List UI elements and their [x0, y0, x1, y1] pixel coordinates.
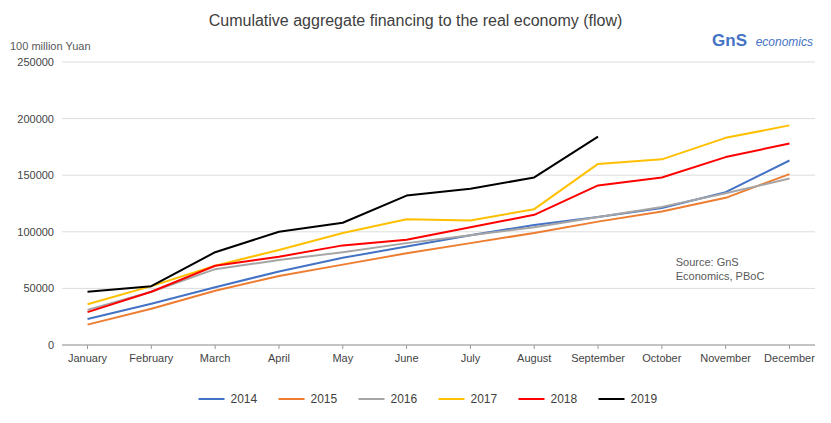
grid-line — [62, 62, 815, 63]
logo-mark: GnS — [712, 31, 747, 50]
y-tick-label: 250000 — [17, 56, 54, 68]
x-tick — [725, 345, 726, 349]
x-tick-label: July — [461, 352, 481, 364]
legend-label: 2017 — [471, 392, 498, 406]
legend-label: 2014 — [231, 392, 258, 406]
legend-swatch — [279, 398, 305, 400]
x-tick — [470, 345, 471, 349]
x-tick-label: January — [68, 352, 108, 364]
logo-text: economics — [756, 35, 813, 49]
x-tick-label: June — [395, 352, 419, 364]
y-tick-label: 0 — [48, 339, 54, 351]
series-line — [88, 137, 599, 292]
lines — [88, 125, 790, 324]
x-tick-label: December — [764, 352, 815, 364]
series-line — [88, 125, 790, 304]
legend-swatch — [519, 398, 545, 400]
grid-line — [62, 118, 815, 119]
x-tick-label: March — [200, 352, 231, 364]
legend-swatch — [199, 398, 225, 400]
legend-swatch — [599, 398, 625, 400]
grid-line — [62, 288, 815, 289]
x-axis-line — [62, 345, 815, 346]
legend-label: 2018 — [551, 392, 578, 406]
y-tick-label: 150000 — [17, 169, 54, 181]
y-tick-label: 100000 — [17, 226, 54, 238]
x-tick-label: May — [332, 352, 353, 364]
series-line — [88, 174, 790, 325]
x-tick-label: November — [700, 352, 751, 364]
x-tick — [342, 345, 343, 349]
x-tick — [215, 345, 216, 349]
x-tick-label: August — [517, 352, 551, 364]
series-line — [88, 160, 790, 318]
legend-label: 2016 — [391, 392, 418, 406]
grid-line — [62, 231, 815, 232]
legend-label: 2015 — [311, 392, 338, 406]
legend-label: 2019 — [631, 392, 658, 406]
x-tick — [87, 345, 88, 349]
x-tick — [534, 345, 535, 349]
grid-line — [62, 345, 815, 346]
x-tick — [598, 345, 599, 349]
x-tick-label: February — [129, 352, 174, 364]
legend-swatch — [359, 398, 385, 400]
source-line: Source: GnS — [676, 256, 739, 268]
x-tick — [406, 345, 407, 349]
x-tick-label: April — [268, 352, 290, 364]
y-grid — [62, 62, 815, 345]
series-line — [88, 144, 790, 313]
x-tick-label: October — [642, 352, 681, 364]
y-tick-label: 200000 — [17, 113, 54, 125]
x-tick — [151, 345, 152, 349]
legend: 2014 2015 2016 2017 2018 2019 — [199, 392, 658, 406]
x-tick — [661, 345, 662, 349]
y-tick-label: 50000 — [23, 282, 54, 294]
chart: 0 50000 100000 150000 200000 250000 January Feb… — [0, 0, 831, 423]
series-line — [88, 179, 790, 310]
title: Cumulative aggregate financing to the re… — [209, 12, 623, 29]
legend-swatch — [439, 398, 465, 400]
source-note: Source: GnS Economics, PBoC — [676, 256, 765, 282]
grid-line — [62, 175, 815, 176]
x-tick — [278, 345, 279, 349]
y-axis-label: 100 million Yuan — [10, 40, 91, 52]
x-tick-label: September — [571, 352, 625, 364]
x-tick — [789, 345, 790, 349]
source-line: Economics, PBoC — [676, 270, 765, 282]
